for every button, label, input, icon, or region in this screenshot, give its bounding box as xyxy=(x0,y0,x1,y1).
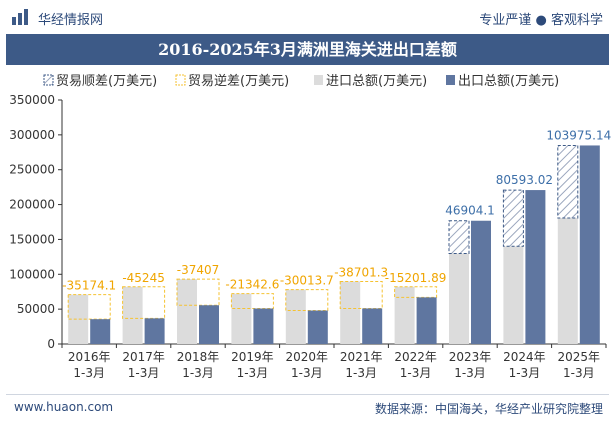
import-bar xyxy=(68,294,89,344)
export-bar xyxy=(471,220,491,344)
deficit-label: -15201.89 xyxy=(385,271,447,285)
legend-label: 贸易顺差(万美元) xyxy=(56,74,157,89)
legend-label: 进口总额(万美元) xyxy=(326,74,427,89)
x-tick-label: 2022年 xyxy=(394,350,437,364)
x-tick-label: 1-3月 xyxy=(345,366,377,380)
import-bar xyxy=(394,286,415,344)
surplus-label: 80593.02 xyxy=(496,173,553,187)
deficit-label: -37407 xyxy=(177,263,220,277)
export-bar xyxy=(525,190,546,344)
import-bar xyxy=(503,246,524,344)
legend-label: 出口总额(万美元) xyxy=(458,74,559,89)
y-tick-label: 350000 xyxy=(9,93,55,107)
deficit-outline xyxy=(339,280,383,309)
import-bar xyxy=(231,293,252,344)
deficit-label: -30013.7 xyxy=(280,274,334,288)
x-tick-label: 1-3月 xyxy=(128,366,160,380)
deficit-label: -21342.6 xyxy=(225,278,279,292)
legend-swatch-surplus xyxy=(43,74,54,86)
deficit-label: -38701.3 xyxy=(334,265,388,279)
x-tick-label: 1-3月 xyxy=(563,366,595,380)
x-tick-label: 1-3月 xyxy=(509,366,541,380)
footer-divider xyxy=(6,394,609,395)
deficit-outline xyxy=(67,294,111,320)
legend-swatch xyxy=(314,75,323,85)
deficit-outline xyxy=(176,278,220,306)
export-bar xyxy=(199,305,219,344)
export-bar xyxy=(90,319,111,344)
import-bar xyxy=(122,286,143,344)
y-tick-label: 200000 xyxy=(9,198,55,212)
x-tick-label: 1-3月 xyxy=(291,366,323,380)
export-bar xyxy=(144,318,165,344)
footer-website[interactable]: www.huaon.com xyxy=(14,400,114,414)
x-tick-label: 2020年 xyxy=(286,350,329,364)
import-bar xyxy=(557,217,578,344)
legend-swatch xyxy=(446,75,455,85)
deficit-label: -35174.1 xyxy=(62,279,116,293)
deficit-outline xyxy=(230,293,274,310)
y-tick-label: 250000 xyxy=(9,163,55,177)
import-bar xyxy=(340,281,361,344)
export-bar xyxy=(579,145,600,344)
export-bar xyxy=(416,297,437,344)
y-tick-label: 0 xyxy=(47,337,55,351)
x-tick-label: 2019年 xyxy=(231,350,274,364)
y-tick-label: 50000 xyxy=(17,302,55,316)
surplus-bar xyxy=(448,220,470,254)
x-tick-label: 2016年 xyxy=(68,350,111,364)
import-bar xyxy=(177,279,197,344)
deficit-outline xyxy=(285,289,329,312)
y-tick-label: 100000 xyxy=(9,267,55,281)
export-bar xyxy=(362,308,383,344)
x-tick-label: 2025年 xyxy=(558,350,601,364)
x-tick-label: 2024年 xyxy=(503,350,546,364)
deficit-outline xyxy=(122,286,166,319)
tagline: 专业严谨 ● 客观科学 xyxy=(479,13,603,28)
x-tick-label: 2018年 xyxy=(177,350,220,364)
x-tick-label: 2021年 xyxy=(340,350,383,364)
y-tick-label: 300000 xyxy=(9,128,55,142)
import-bar xyxy=(285,289,306,344)
brand-name: 华经情报网 xyxy=(38,13,104,28)
deficit-label: -45245 xyxy=(122,271,165,285)
x-tick-label: 2017年 xyxy=(122,350,165,364)
export-bar xyxy=(253,308,274,344)
footer-source: 数据来源：中国海关，华经产业研究院整理 xyxy=(374,402,603,416)
surplus-label: 103975.14 xyxy=(546,128,611,142)
x-tick-label: 2023年 xyxy=(449,350,492,364)
surplus-bar xyxy=(502,189,524,247)
legend-swatch-deficit xyxy=(175,74,186,86)
x-tick-label: 1-3月 xyxy=(182,366,214,380)
chart-title: 2016-2025年3月满洲里海关进出口差额 xyxy=(6,34,609,65)
logo-icon xyxy=(12,9,28,25)
x-tick-label: 1-3月 xyxy=(400,366,432,380)
surplus-bar xyxy=(557,144,579,219)
top-bar: 华经情报网 专业严谨 ● 客观科学 xyxy=(0,0,615,34)
x-tick-label: 1-3月 xyxy=(73,366,105,380)
legend-label: 贸易逆差(万美元) xyxy=(188,73,289,89)
deficit-outline xyxy=(394,286,438,298)
x-tick-label: 1-3月 xyxy=(237,366,269,380)
export-bar xyxy=(307,310,328,344)
surplus-label: 46904.1 xyxy=(445,204,495,218)
y-tick-label: 150000 xyxy=(9,232,55,246)
import-bar xyxy=(449,253,469,344)
x-tick-label: 1-3月 xyxy=(454,366,486,380)
